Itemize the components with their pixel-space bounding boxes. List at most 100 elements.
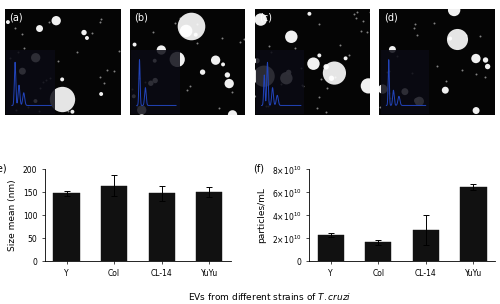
Point <box>100 80 108 85</box>
Point <box>442 79 450 84</box>
Point <box>192 32 200 37</box>
Point <box>187 24 195 29</box>
Point <box>32 55 40 60</box>
Point <box>141 80 149 85</box>
Bar <box>54 193 80 261</box>
Bar <box>148 193 175 261</box>
Point <box>52 18 60 23</box>
Point <box>472 71 480 76</box>
Point <box>442 88 450 93</box>
Point <box>228 89 236 94</box>
Bar <box>460 187 486 261</box>
Point <box>350 12 358 16</box>
Bar <box>318 235 344 261</box>
Point <box>432 63 440 68</box>
Point <box>354 10 362 15</box>
Point <box>430 21 438 26</box>
Point <box>110 68 118 73</box>
Point <box>251 94 259 98</box>
Point <box>150 58 158 63</box>
Point <box>458 68 466 73</box>
Point <box>410 25 418 30</box>
Point <box>224 73 232 78</box>
Point <box>462 33 470 38</box>
Point <box>401 89 409 94</box>
Point <box>58 77 66 82</box>
Point <box>54 58 62 63</box>
Point <box>115 48 123 53</box>
Point <box>330 71 338 75</box>
Text: (a): (a) <box>10 12 23 22</box>
Point <box>236 39 244 44</box>
Point <box>158 48 166 53</box>
Point <box>46 76 54 81</box>
Point <box>176 16 184 20</box>
Point <box>225 81 233 86</box>
Point <box>342 56 349 61</box>
Point <box>288 34 296 39</box>
Point <box>212 58 220 63</box>
Point <box>18 69 26 74</box>
Point <box>352 16 360 21</box>
Point <box>376 105 384 109</box>
Point <box>130 94 138 99</box>
Point <box>410 21 418 26</box>
Point <box>408 71 416 75</box>
Point <box>260 74 268 79</box>
Point <box>267 49 275 54</box>
Point <box>385 90 393 95</box>
Point <box>32 98 40 103</box>
Point <box>97 17 105 22</box>
Point <box>148 29 156 34</box>
Point <box>316 53 324 58</box>
Point <box>386 95 394 100</box>
Point <box>151 78 159 83</box>
Point <box>128 87 136 92</box>
Point <box>24 104 32 109</box>
Point <box>96 19 104 24</box>
Point <box>218 36 226 40</box>
Point <box>317 76 325 81</box>
Point <box>472 56 480 61</box>
Point <box>412 98 420 103</box>
Point <box>147 81 155 86</box>
Point <box>88 31 96 36</box>
Point <box>452 37 460 42</box>
Point <box>193 41 201 46</box>
Point <box>314 105 322 110</box>
Point <box>36 86 44 91</box>
Point <box>214 106 222 111</box>
Point <box>323 85 331 90</box>
Point <box>68 109 76 114</box>
Point <box>265 43 273 48</box>
Point <box>134 104 141 109</box>
Point <box>182 29 190 33</box>
Point <box>298 82 306 87</box>
Point <box>18 32 26 36</box>
Point <box>36 26 44 31</box>
Point <box>316 95 324 100</box>
Point <box>282 76 290 81</box>
Point <box>20 45 28 50</box>
Point <box>297 66 305 71</box>
Point <box>80 30 88 35</box>
Point <box>64 109 72 113</box>
Point <box>193 22 201 26</box>
Point <box>140 106 147 111</box>
Point <box>130 42 138 47</box>
Point <box>392 54 400 59</box>
Bar <box>101 185 128 261</box>
Point <box>186 84 194 88</box>
Point <box>482 57 490 62</box>
Point <box>14 49 22 54</box>
Bar <box>256 50 304 114</box>
Point <box>171 20 179 25</box>
Point <box>97 92 105 96</box>
Point <box>183 88 191 92</box>
Point <box>364 84 372 88</box>
Point <box>138 108 145 112</box>
Point <box>136 75 143 80</box>
Point <box>240 37 248 42</box>
Point <box>173 57 181 62</box>
Point <box>322 64 330 69</box>
